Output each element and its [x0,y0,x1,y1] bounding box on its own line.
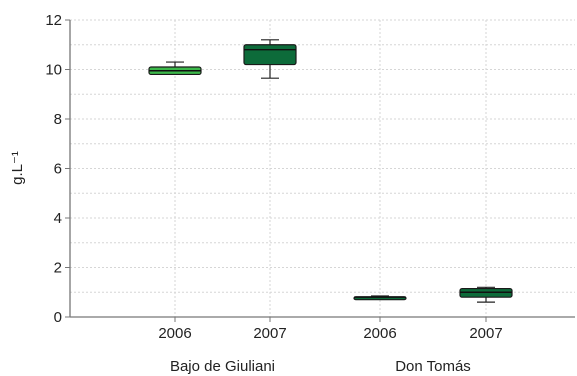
y-tick-label: 0 [54,309,62,326]
box-1 [243,39,297,79]
group-label: Bajo de Giuliani [170,358,275,375]
box-2 [353,295,407,301]
y-tick-label: 2 [54,260,62,277]
y-tick-label: 12 [45,12,62,29]
y-axis-title: g.L⁻¹ [9,151,26,185]
x-tick-label: 2006 [363,325,396,342]
boxes [148,39,513,303]
box-3 [459,286,513,303]
y-tick-labels: 0 2 4 6 8 10 12 [45,12,70,326]
grid-lines [70,19,575,317]
group-label: Don Tomás [395,358,471,375]
y-tick-label: 8 [54,111,62,128]
y-tick-label: 6 [54,161,62,178]
box-0 [148,61,202,76]
y-tick-label: 4 [54,210,62,227]
x-tick-label: 2006 [158,325,191,342]
x-tick-label: 2007 [469,325,502,342]
box-body [243,44,297,66]
group-labels: Bajo de Giuliani Don Tomás [170,358,471,375]
y-tick-label: 10 [45,62,62,79]
x-tick-labels: 2006 2007 2006 2007 [158,317,503,342]
x-tick-label: 2007 [253,325,286,342]
